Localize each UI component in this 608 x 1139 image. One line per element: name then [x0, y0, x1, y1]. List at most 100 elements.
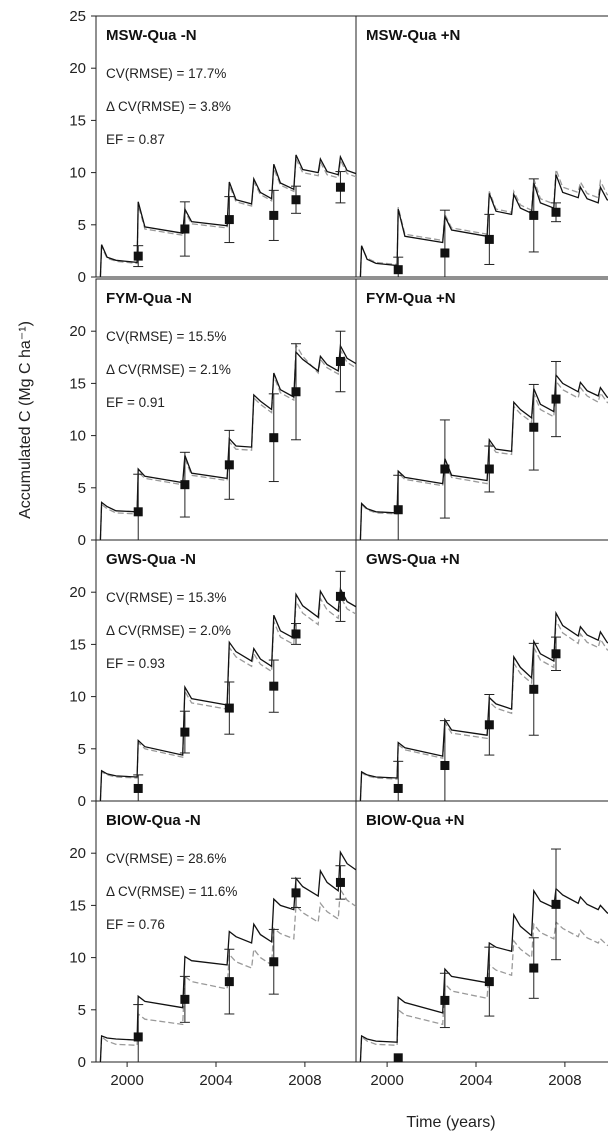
panel-7-title: BIOW-Qua -N	[106, 812, 201, 829]
panel-frames	[95, 15, 608, 1063]
panel-5-y-tick-label-5: 5	[78, 741, 86, 758]
panel-3-stat-3: EF = 0.91	[106, 395, 165, 410]
panel-4-frame	[355, 278, 608, 541]
panel-7-y-tick-label-20: 20	[69, 845, 86, 862]
panel-5-observed-point-5	[291, 629, 301, 639]
panel-7-y-tick-label-5: 5	[78, 1002, 86, 1019]
panel-5-stat-2: Δ CV(RMSE) = 2.0%	[106, 623, 231, 638]
panel-5-y-tick-label-20: 20	[69, 584, 86, 601]
panel-3-observed-point-5	[291, 387, 301, 397]
panel-1-observed-point-2	[180, 224, 190, 234]
panel-1-series-group	[99, 154, 356, 277]
panel-1-stat-1: CV(RMSE) = 17.7%	[106, 66, 226, 81]
panel-2-observed-point-1	[393, 265, 403, 275]
panel-7-x-tick-label-2004: 2004	[199, 1072, 232, 1089]
panel-2-series-a-line	[359, 174, 608, 277]
panel-8-observed-point-4	[529, 963, 539, 973]
panel-5-y-tick-label-0: 0	[78, 793, 86, 810]
panel-8-x-tick-label-2000: 2000	[370, 1072, 403, 1089]
panel-5-observed-point-3	[224, 703, 234, 713]
tick-labels: 0 5 10 15 20 25 0 5 10 15 20 0 5 10 15 20 0 5 10 15 20 2000 20…	[69, 8, 581, 1089]
panel-7-observed-point-2	[180, 994, 190, 1004]
panel-1-y-tick-label-5: 5	[78, 217, 86, 234]
panel-7-observed-point-6	[335, 877, 345, 887]
panel-7-y-tick-label-0: 0	[78, 1054, 86, 1071]
panel-1-y-tick-label-0: 0	[78, 269, 86, 286]
panel-1-series-a-line	[99, 154, 356, 277]
panel-2-frame	[355, 15, 608, 278]
panel-1-observed-point-1	[133, 251, 143, 261]
panel-1-y-tick-label-25: 25	[69, 8, 86, 25]
panel-4-series-a-line	[359, 373, 608, 540]
panel-6-observed-point-5	[551, 649, 561, 659]
panel-7-stat-1: CV(RMSE) = 28.6%	[106, 851, 226, 866]
panel-6-series-a-line	[359, 610, 608, 801]
panel-5-observed-point-2	[180, 727, 190, 737]
panel-7-y-tick-label-15: 15	[69, 897, 86, 914]
panel-8-series-group	[359, 887, 608, 1062]
panel-7-x-tick-label-2008: 2008	[288, 1072, 321, 1089]
panel-8-title: BIOW-Qua +N	[366, 812, 464, 829]
y-axis-title: Accumulated C (Mg C ha⁻¹)	[17, 321, 34, 519]
x-axis-title: Time (years)	[406, 1114, 495, 1131]
panel-1-observed-point-6	[335, 182, 345, 192]
panel-7-y-tick-label-10: 10	[69, 950, 86, 967]
panel-3-y-tick-label-0: 0	[78, 532, 86, 549]
panel-3-observed-point-3	[224, 460, 234, 470]
panel-3-y-tick-label-20: 20	[69, 323, 86, 340]
panel-7-stat-2: Δ CV(RMSE) = 11.6%	[106, 884, 237, 899]
panel-3-observed-point-4	[269, 433, 279, 443]
panel-1-y-tick-label-15: 15	[69, 112, 86, 129]
panel-2-observed-point-5	[551, 207, 561, 217]
panel-4-observed-point-3	[484, 464, 494, 474]
panel-1-y-tick-label-20: 20	[69, 60, 86, 77]
panel-3-observed-point-6	[335, 356, 345, 366]
panel-4-title: FYM-Qua +N	[366, 290, 456, 307]
panel-6-observed-point-1	[393, 783, 403, 793]
panel-1-observed-point-4	[269, 210, 279, 220]
panel-8-frame	[355, 800, 608, 1063]
panel-8-observed-point-3	[484, 977, 494, 987]
panel-2-observed-point-2	[440, 248, 450, 258]
panel-4-series-b-line	[359, 379, 608, 540]
panel-1-observed-point-5	[291, 195, 301, 205]
observed-points	[133, 171, 561, 1063]
panel-5-observed-point-4	[269, 681, 279, 691]
panel-7-observed-point-4	[269, 957, 279, 967]
panel-5-series-group	[99, 586, 356, 801]
panel-7-observed-point-5	[291, 888, 301, 898]
panel-1-stat-2: Δ CV(RMSE) = 3.8%	[106, 99, 231, 114]
panel-3-y-tick-label-5: 5	[78, 480, 86, 497]
panel-5-observed-point-1	[133, 783, 143, 793]
panel-2-observed-point-4	[529, 210, 539, 220]
panel-4-series-group	[359, 373, 608, 540]
panel-1-observed-point-3	[224, 215, 234, 225]
panel-5-y-tick-label-15: 15	[69, 636, 86, 653]
panel-5-observed-point-6	[335, 591, 345, 601]
panel-3-y-tick-label-10: 10	[69, 428, 86, 445]
panel-5-title: GWS-Qua -N	[106, 551, 196, 568]
panel-6-title: GWS-Qua +N	[366, 551, 460, 568]
panel-2-observed-point-3	[484, 234, 494, 244]
panel-1-stat-3: EF = 0.87	[106, 132, 165, 147]
panel-6-frame	[355, 539, 608, 802]
panel-5-series-a-line	[99, 586, 356, 801]
panel-3-observed-point-1	[133, 507, 143, 517]
panel-6-observed-point-3	[484, 720, 494, 730]
panel-4-observed-point-5	[551, 394, 561, 404]
panel-3-stat-1: CV(RMSE) = 15.5%	[106, 329, 226, 344]
panel-5-stat-1: CV(RMSE) = 15.3%	[106, 590, 226, 605]
panel-3-y-tick-label-15: 15	[69, 375, 86, 392]
panel-4-observed-point-2	[440, 464, 450, 474]
panel-2-title: MSW-Qua +N	[366, 27, 460, 44]
panel-5-y-tick-label-10: 10	[69, 689, 86, 706]
panel-annotations: MSW-Qua -N CV(RMSE) = 17.7% Δ CV(RMSE) = 3…	[106, 27, 464, 932]
panel-8-observed-point-1	[393, 1053, 403, 1063]
panel-7-stat-3: EF = 0.76	[106, 917, 165, 932]
panel-8-observed-point-2	[440, 995, 450, 1005]
panel-8-observed-point-5	[551, 899, 561, 909]
panel-2-series-group	[359, 169, 608, 277]
panel-1-y-tick-label-10: 10	[69, 165, 86, 182]
panel-8-x-tick-label-2004: 2004	[459, 1072, 492, 1089]
